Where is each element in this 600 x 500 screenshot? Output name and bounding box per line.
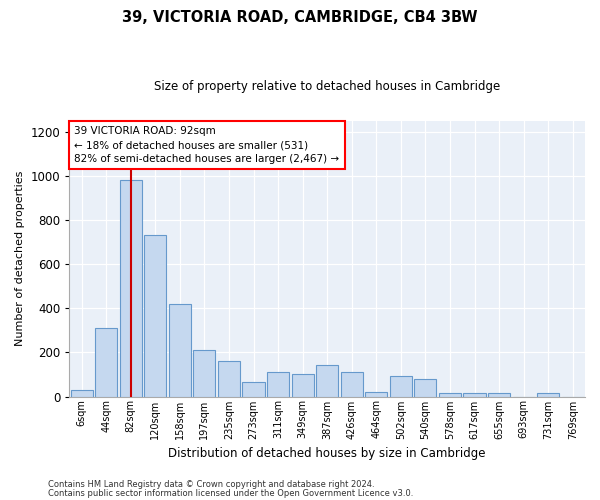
Bar — [169, 304, 191, 396]
Bar — [193, 350, 215, 397]
Bar — [537, 393, 559, 396]
Text: Contains public sector information licensed under the Open Government Licence v3: Contains public sector information licen… — [48, 488, 413, 498]
Bar — [439, 393, 461, 396]
Bar — [242, 382, 265, 396]
Bar — [267, 372, 289, 396]
X-axis label: Distribution of detached houses by size in Cambridge: Distribution of detached houses by size … — [169, 447, 486, 460]
Y-axis label: Number of detached properties: Number of detached properties — [15, 171, 25, 346]
Text: Contains HM Land Registry data © Crown copyright and database right 2024.: Contains HM Land Registry data © Crown c… — [48, 480, 374, 489]
Bar — [463, 393, 485, 396]
Bar — [390, 376, 412, 396]
Bar — [488, 393, 510, 396]
Bar — [144, 236, 166, 396]
Bar — [341, 372, 363, 396]
Bar — [292, 374, 314, 396]
Bar — [218, 361, 240, 396]
Title: Size of property relative to detached houses in Cambridge: Size of property relative to detached ho… — [154, 80, 500, 93]
Bar — [71, 390, 92, 396]
Bar — [415, 379, 436, 396]
Bar — [316, 364, 338, 396]
Bar — [119, 180, 142, 396]
Text: 39 VICTORIA ROAD: 92sqm
← 18% of detached houses are smaller (531)
82% of semi-d: 39 VICTORIA ROAD: 92sqm ← 18% of detache… — [74, 126, 340, 164]
Text: 39, VICTORIA ROAD, CAMBRIDGE, CB4 3BW: 39, VICTORIA ROAD, CAMBRIDGE, CB4 3BW — [122, 10, 478, 25]
Bar — [95, 328, 117, 396]
Bar — [365, 392, 388, 396]
